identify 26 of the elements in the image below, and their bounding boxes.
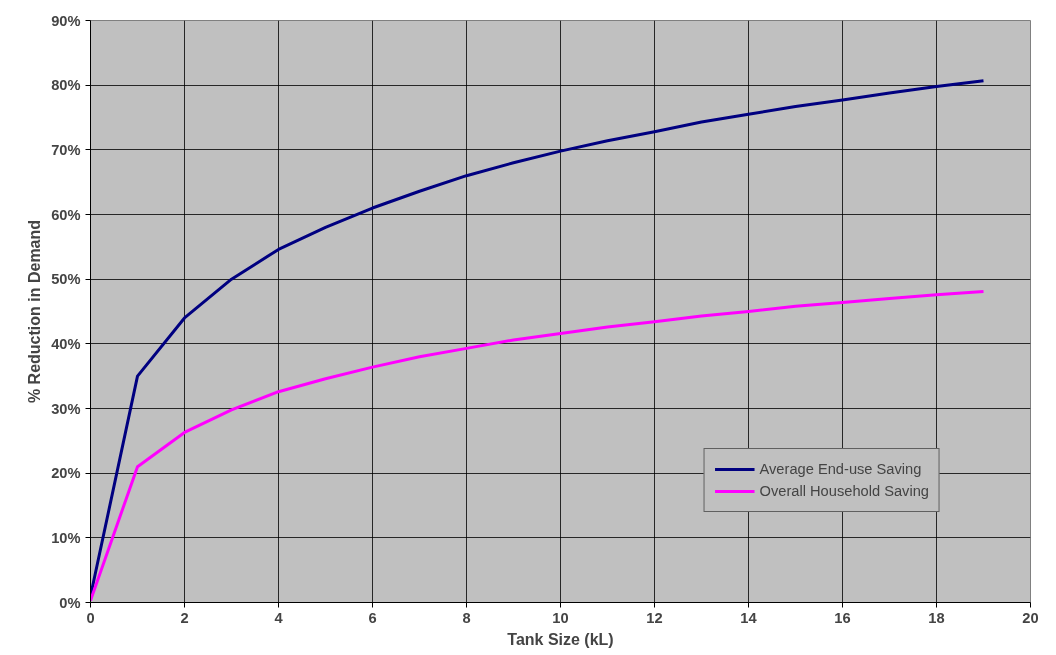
x-tick-label: 8 (462, 609, 471, 626)
x-tick-label: 0 (86, 609, 95, 626)
x-tick-label: 2 (180, 609, 189, 626)
x-tick-label: 18 (928, 609, 945, 626)
y-tick-label: 80% (51, 77, 81, 94)
line-series (90, 289, 985, 603)
y-tick-label: 40% (51, 335, 81, 352)
legend-label: Average End-use Saving (759, 461, 922, 477)
y-tick-label: 0% (59, 594, 81, 611)
x-tick-label: 12 (646, 609, 663, 626)
x-tick-label: 14 (740, 609, 758, 626)
y-tick-label: 70% (51, 141, 81, 158)
x-tick-label: 4 (274, 609, 284, 626)
y-tick-label: 10% (51, 529, 81, 546)
y-tick-label: 90% (51, 12, 81, 29)
y-axis-title: % Reduction in Demand (26, 219, 44, 404)
y-tick-label: 30% (51, 400, 81, 417)
x-tick-label: 6 (368, 609, 377, 626)
x-axis-title: Tank Size (kL) (507, 630, 614, 648)
y-tick-label: 50% (51, 271, 81, 288)
legend-label: Overall Household Saving (759, 483, 929, 499)
x-tick-label: 20 (1022, 609, 1039, 626)
x-tick-label: 16 (834, 609, 851, 626)
y-tick-label: 60% (51, 206, 81, 223)
x-tick-label: 10 (552, 609, 569, 626)
y-tick-label: 20% (51, 465, 81, 482)
